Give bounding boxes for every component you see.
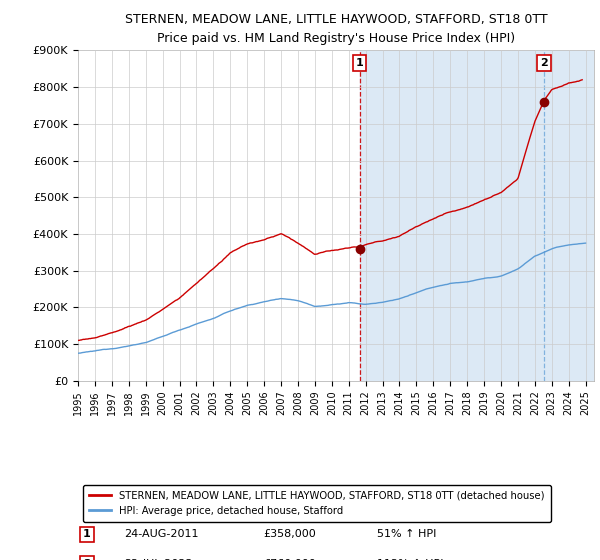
Bar: [359, 50, 594, 381]
Text: £760,000: £760,000: [264, 559, 317, 560]
Text: 1: 1: [83, 529, 91, 539]
Text: 22-JUL-2022: 22-JUL-2022: [124, 559, 193, 560]
Text: 24-AUG-2011: 24-AUG-2011: [124, 529, 199, 539]
Text: 112% ↑ HPI: 112% ↑ HPI: [377, 559, 444, 560]
Text: 1: 1: [356, 58, 364, 68]
Text: 2: 2: [83, 559, 91, 560]
Text: £358,000: £358,000: [264, 529, 317, 539]
Title: STERNEN, MEADOW LANE, LITTLE HAYWOOD, STAFFORD, ST18 0TT
Price paid vs. HM Land : STERNEN, MEADOW LANE, LITTLE HAYWOOD, ST…: [125, 13, 547, 45]
Text: 51% ↑ HPI: 51% ↑ HPI: [377, 529, 437, 539]
Text: 2: 2: [540, 58, 548, 68]
Legend: STERNEN, MEADOW LANE, LITTLE HAYWOOD, STAFFORD, ST18 0TT (detached house), HPI: : STERNEN, MEADOW LANE, LITTLE HAYWOOD, ST…: [83, 485, 551, 522]
